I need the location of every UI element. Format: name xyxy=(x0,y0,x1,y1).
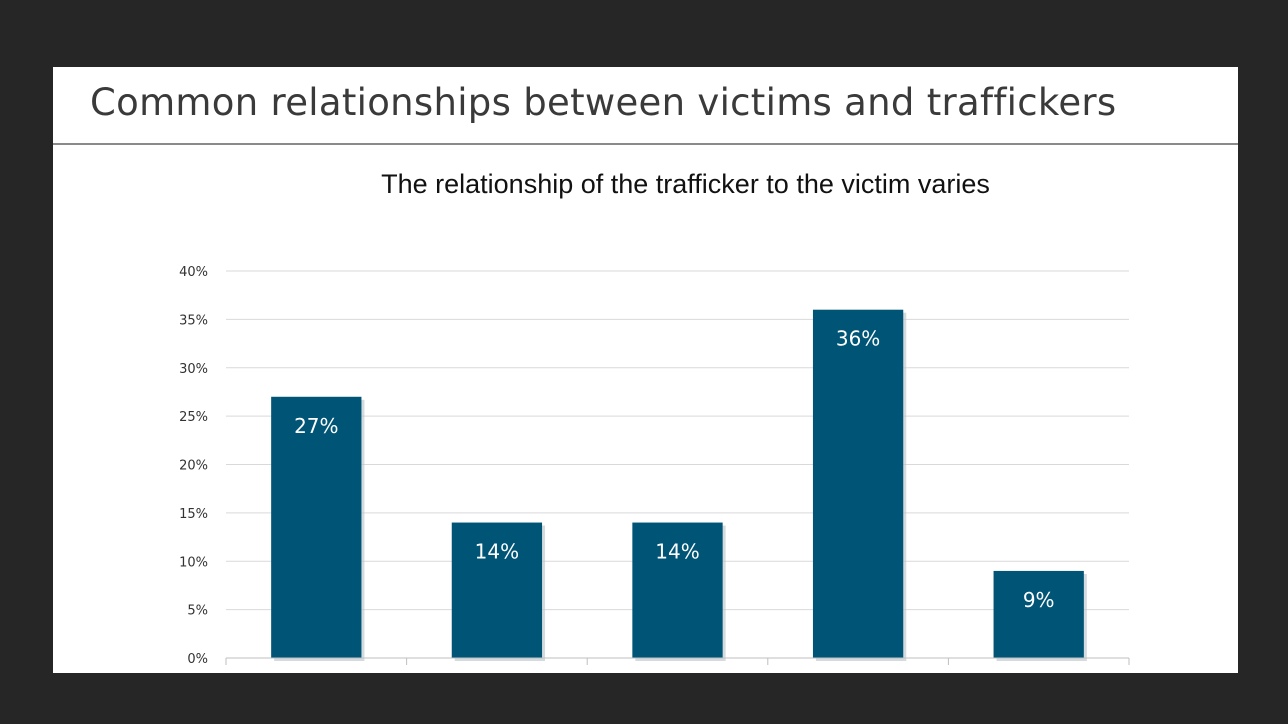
y-tick-label: 20% xyxy=(179,459,208,474)
y-tick-label: 0% xyxy=(187,652,208,667)
y-tick-label: 25% xyxy=(179,410,208,425)
y-axis-ticks: 0% 5% 10% 15% 20% 25% 30% 35% 40% xyxy=(179,265,208,667)
y-tick-label: 5% xyxy=(187,604,208,619)
bar xyxy=(993,570,1084,658)
bar xyxy=(812,309,904,658)
bars xyxy=(271,309,1087,661)
bar xyxy=(271,396,362,658)
bar-data-label: 14% xyxy=(475,540,519,564)
bar-data-label: 36% xyxy=(836,327,880,351)
y-tick-label: 10% xyxy=(179,555,208,570)
y-tick-label: 40% xyxy=(179,265,208,280)
data-labels: 27% 14% 14% 36% 9% xyxy=(294,327,1054,612)
slide: Common relationships between victims and… xyxy=(53,67,1238,673)
gridlines xyxy=(226,270,1129,611)
y-tick-label: 15% xyxy=(179,507,208,522)
chart-title: The relationship of the trafficker to th… xyxy=(381,169,990,199)
slide-title: Common relationships between victims and… xyxy=(90,81,1117,124)
x-axis xyxy=(225,657,1130,665)
bar-chart: 0% 5% 10% 15% 20% 25% 30% 35% 40% 27% 14% 14% 36% 9% xyxy=(179,265,1130,667)
bar-data-label: 27% xyxy=(294,414,338,438)
y-tick-label: 30% xyxy=(179,362,208,377)
y-tick-label: 35% xyxy=(179,313,208,328)
bar xyxy=(632,522,723,658)
title-divider xyxy=(53,143,1238,145)
bar-data-label: 9% xyxy=(1023,588,1055,612)
bar-data-label: 14% xyxy=(655,540,699,564)
bar xyxy=(451,522,543,658)
